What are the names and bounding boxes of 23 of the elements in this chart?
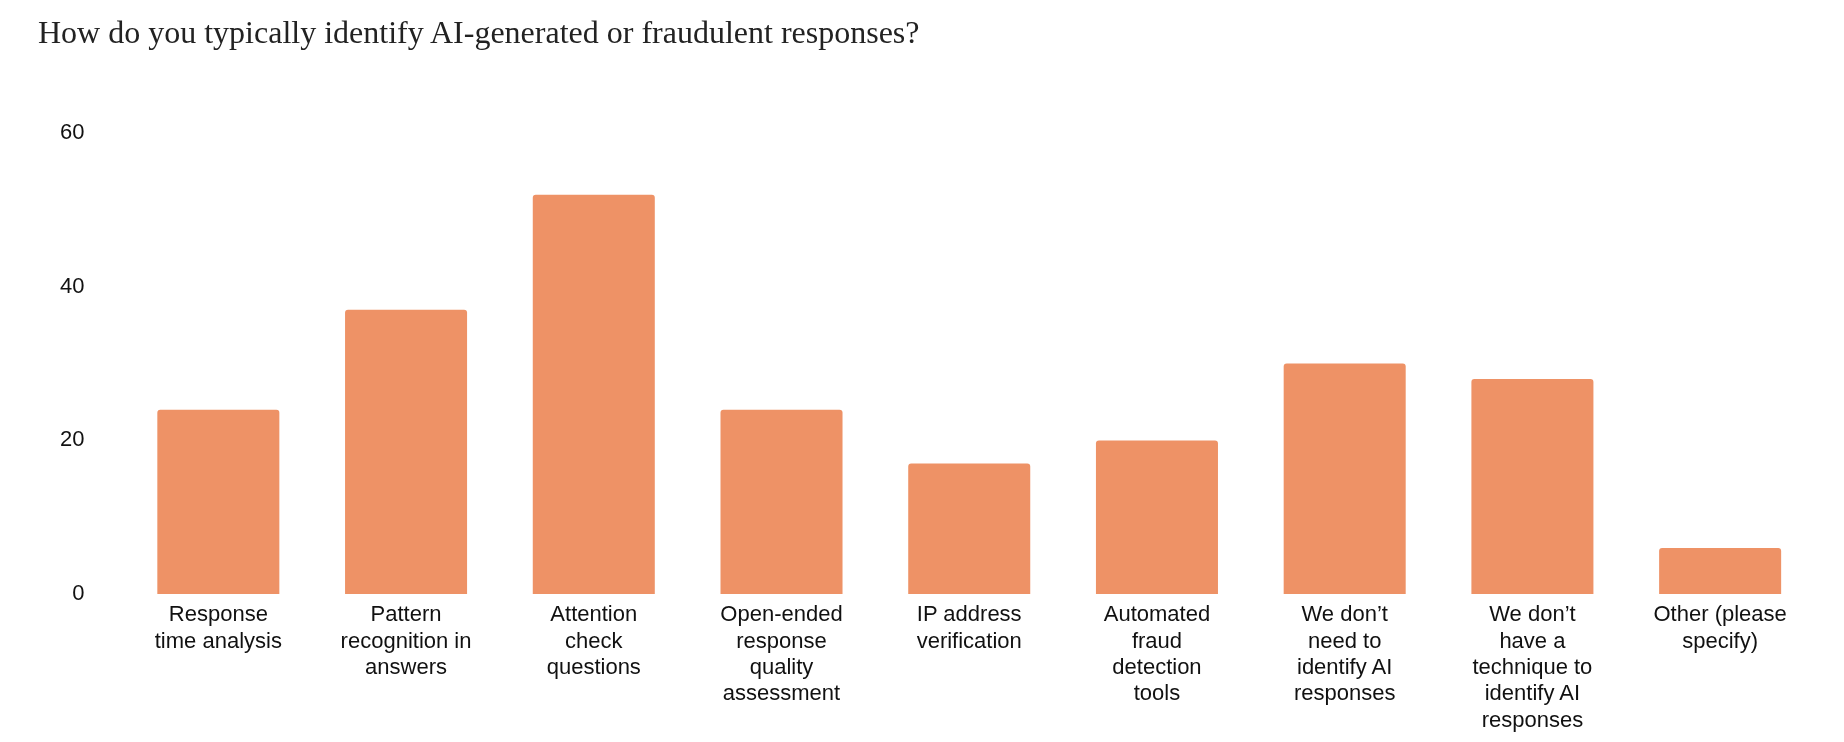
x-tick-label: Open-ended response quality assessment — [720, 601, 843, 706]
x-tick-label: Attention check questions — [546, 601, 641, 680]
x-tick-label: Automated fraud detection tools — [1103, 601, 1211, 706]
x-tick-label: We don’t have a technique to identify AI responses — [1472, 601, 1593, 732]
x-tick-label: Other (please specify) — [1653, 601, 1787, 653]
bar — [532, 194, 655, 594]
bar — [720, 409, 843, 594]
bar — [908, 463, 1031, 594]
y-tick-label: 20 — [59, 426, 85, 452]
bar — [1283, 363, 1406, 594]
y-tick-label: 40 — [59, 272, 85, 298]
bar — [345, 309, 468, 594]
x-tick-label: IP address verification — [916, 601, 1022, 653]
x-tick-label: Response time analysis — [154, 601, 282, 653]
y-tick-label: 0 — [72, 580, 85, 606]
bar — [1095, 440, 1218, 594]
x-tick-label: Pattern recognition in answers — [340, 601, 472, 680]
bar — [157, 409, 280, 594]
y-tick-label: 60 — [59, 119, 85, 145]
chart-title: How do you typically identify AI-generated or fraudulent responses? — [38, 14, 920, 51]
bar — [1471, 378, 1594, 594]
bar — [1659, 547, 1782, 594]
x-tick-label: We don’t need to identify AI responses — [1293, 601, 1396, 706]
